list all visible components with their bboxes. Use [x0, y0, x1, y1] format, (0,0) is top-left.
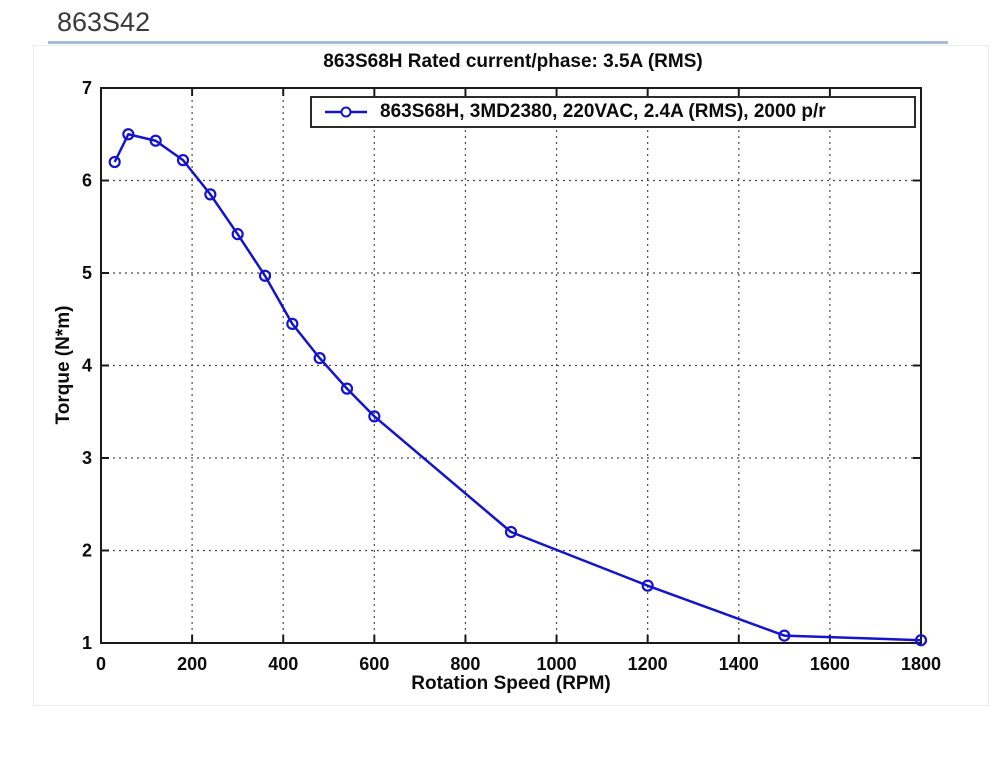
data-point-marker	[258, 269, 272, 282]
x-tick-label: 200	[177, 654, 207, 674]
x-tick-label: 0	[96, 654, 106, 674]
chart-image-frame	[33, 45, 989, 706]
data-point-marker	[286, 317, 299, 330]
data-point-marker	[340, 382, 354, 395]
data-point-marker	[641, 579, 654, 592]
data-point-marker	[368, 410, 381, 423]
x-tick-label: 400	[268, 654, 298, 674]
y-axis-title: Torque (N*m)	[53, 305, 74, 425]
series-line	[113, 133, 922, 642]
x-tick-label: 1400	[719, 654, 759, 674]
x-tick-label: 800	[450, 654, 480, 674]
y-tick-label: 5	[82, 263, 92, 283]
data-point-marker	[504, 525, 518, 539]
data-point-marker	[149, 134, 162, 147]
y-tick-label: 1	[82, 633, 92, 653]
legend: 863S68H, 3MD2380, 220VAC, 2.4A (RMS), 20…	[310, 96, 916, 128]
data-point-marker	[231, 228, 244, 241]
x-axis-title: Rotation Speed (RPM)	[411, 673, 611, 694]
series-line-marker-icon	[325, 106, 367, 118]
chart-title: 863S68H Rated current/phase: 3.5A (RMS)	[323, 51, 703, 72]
data-point-marker	[204, 188, 217, 201]
y-tick-label: 7	[82, 78, 92, 98]
y-tick-label: 2	[82, 541, 92, 561]
page-title: 863S42	[57, 7, 151, 37]
y-tick-label: 3	[82, 448, 92, 468]
x-tick-label: 1200	[628, 654, 668, 674]
x-tick-label: 1600	[810, 654, 850, 674]
header-rule	[48, 41, 948, 44]
data-point-marker	[313, 352, 326, 365]
data-point-marker	[778, 629, 791, 642]
y-tick-label: 6	[82, 171, 92, 191]
data-point-marker	[108, 155, 121, 169]
x-tick-label: 1000	[537, 654, 577, 674]
x-tick-label: 600	[359, 654, 389, 674]
legend-label: 863S68H, 3MD2380, 220VAC, 2.4A (RMS), 20…	[380, 101, 826, 122]
x-tick-label: 1800	[901, 654, 941, 674]
data-point-marker	[122, 128, 135, 141]
y-tick-label: 4	[82, 356, 92, 376]
data-point-marker	[914, 634, 928, 647]
data-point-marker	[176, 154, 190, 167]
